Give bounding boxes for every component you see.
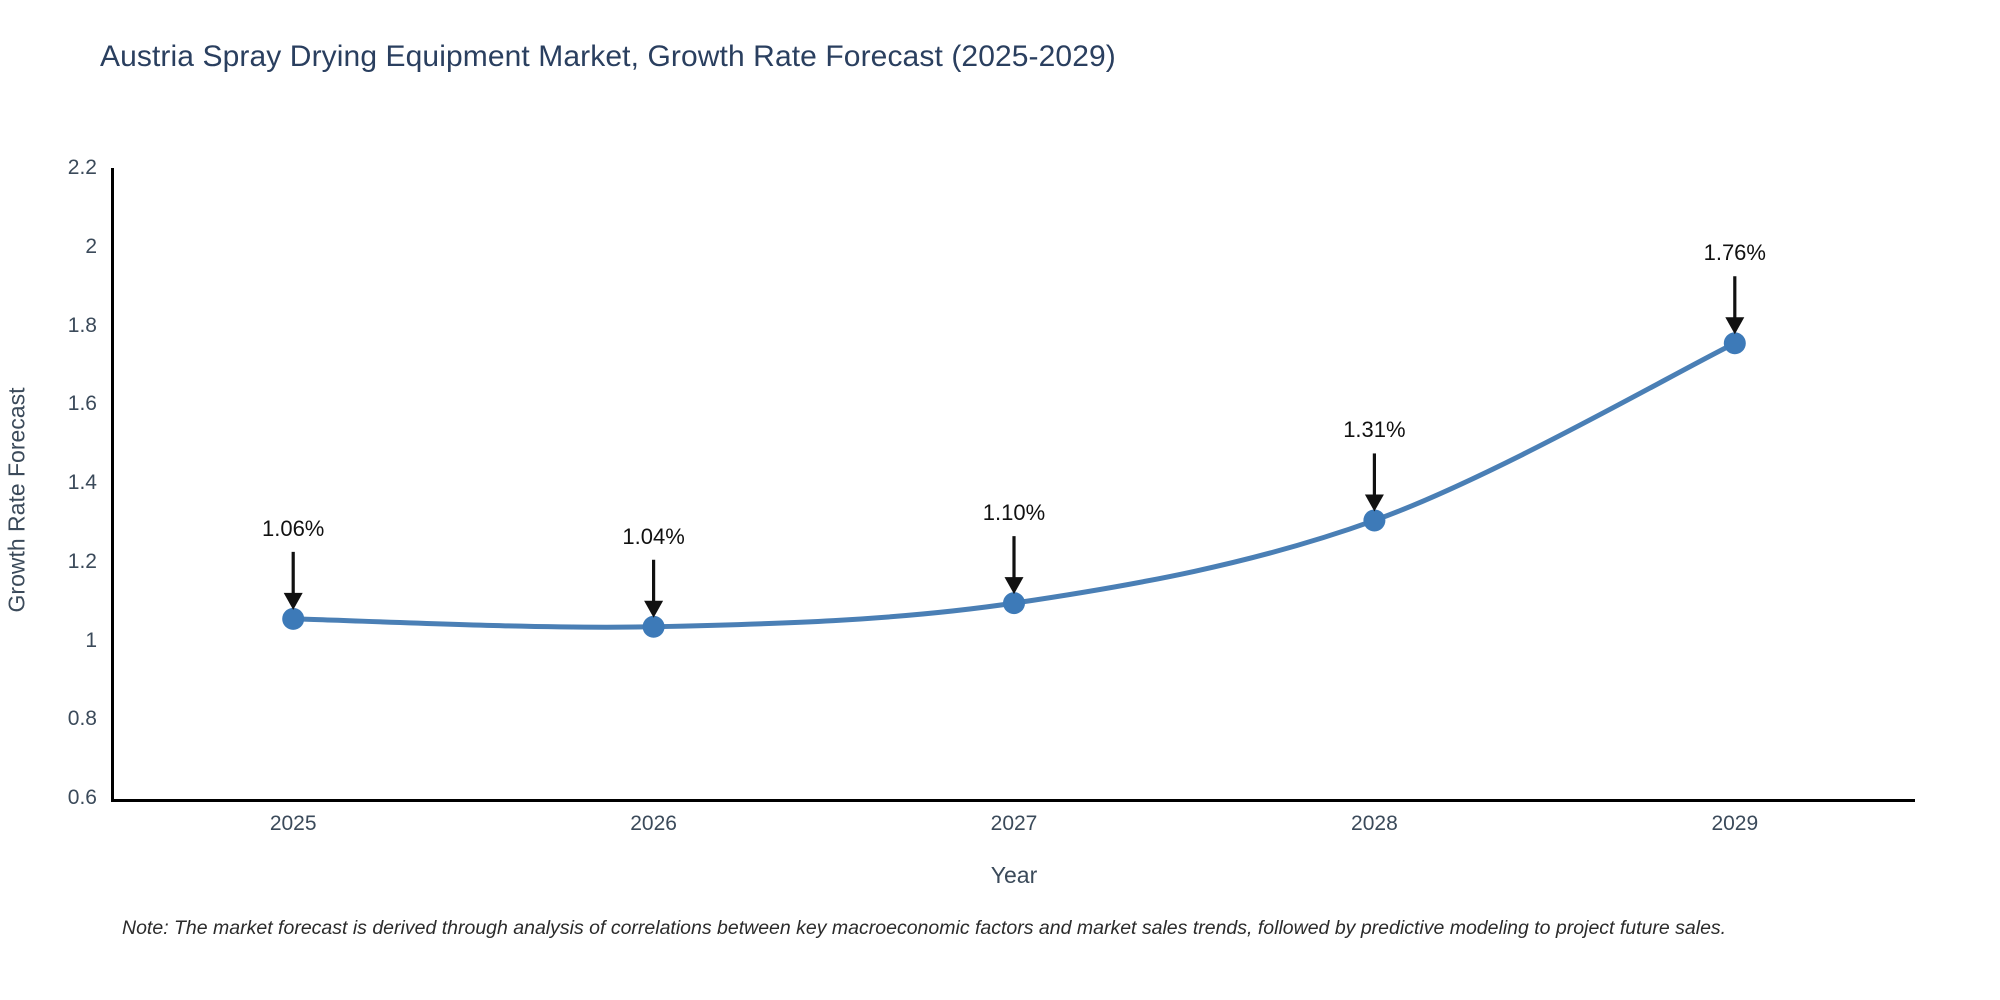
y-axis-title-text: Growth Rate Forecast [3, 387, 30, 613]
y-axis-tick-label: 1.4 [67, 471, 97, 494]
y-axis-tick-label: 0.6 [67, 786, 97, 809]
x-axis-tick-label: 2028 [1351, 812, 1398, 835]
annotation-arrow-head [1725, 317, 1745, 335]
x-axis-line [111, 799, 1915, 802]
chart-footnote: Note: The market forecast is derived thr… [122, 917, 1727, 939]
x-axis-tick-label: 2027 [990, 812, 1038, 835]
data-point-marker [282, 607, 305, 630]
annotation-arrow-head [1364, 494, 1384, 512]
annotation-arrows [283, 276, 1745, 618]
data-point-label: 1.10% [982, 500, 1046, 526]
y-axis-tick-label: 2.2 [67, 156, 97, 179]
y-axis-tick-label: 1.6 [67, 392, 97, 416]
x-axis-tick-label: 2025 [269, 812, 317, 835]
series-markers [282, 332, 1746, 638]
line-chart-svg [282, 276, 1746, 638]
y-axis-tick-label: 1.8 [67, 313, 97, 337]
chart-title: Austria Spray Drying Equipment Market, G… [100, 40, 1116, 73]
y-axis-tick-label: 2 [85, 234, 97, 258]
y-axis-line [111, 168, 114, 802]
annotation-arrow-head [283, 592, 303, 610]
x-axis-tick-label: 2026 [630, 812, 677, 835]
y-axis-tick-label: 1 [85, 628, 97, 652]
annotation-arrow-head [1004, 577, 1024, 595]
data-point-label: 1.06% [261, 515, 325, 541]
y-axis-tick-label: 0.8 [67, 707, 97, 731]
data-point-label: 1.04% [622, 523, 685, 549]
y-axis-title: Growth Rate Forecast [0, 0, 34, 1000]
plot-area [113, 170, 1915, 800]
x-axis-tick-label: 2029 [1711, 812, 1759, 835]
y-axis-tick-label: 1.2 [67, 549, 97, 573]
data-point-marker [1723, 332, 1746, 355]
data-point-marker [1363, 509, 1386, 532]
data-point-marker [1003, 592, 1025, 615]
annotation-arrow-head [644, 600, 664, 618]
data-point-label: 1.31% [1343, 417, 1406, 443]
data-point-marker [642, 615, 665, 638]
data-point-label: 1.76% [1703, 240, 1766, 266]
x-axis-title: Year [990, 862, 1038, 888]
